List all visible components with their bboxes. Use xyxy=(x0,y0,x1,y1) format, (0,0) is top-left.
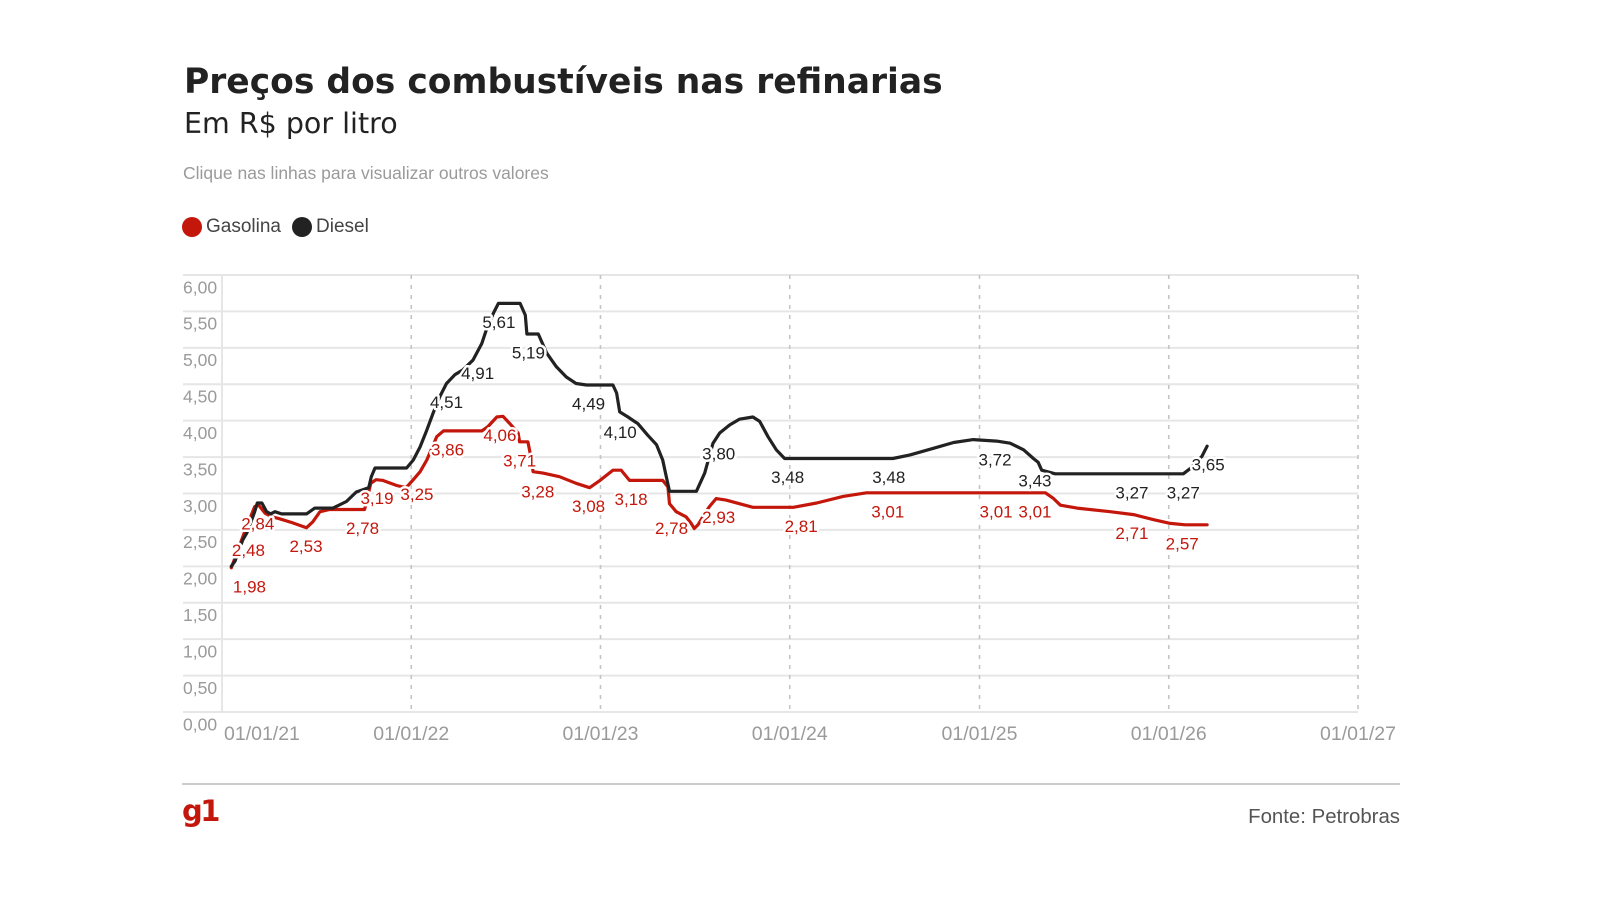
data-label-gasolina: 2,78 xyxy=(346,519,379,538)
x-tick-label: 01/01/25 xyxy=(942,723,1018,745)
y-tick-label: 3,50 xyxy=(183,459,217,479)
y-tick-label: 1,00 xyxy=(183,641,217,661)
data-label-gasolina: 2,53 xyxy=(289,537,322,556)
legend-item-diesel[interactable]: Diesel xyxy=(292,215,369,239)
data-label-gasolina: 2,57 xyxy=(1166,534,1199,553)
legend-swatch-gasolina xyxy=(182,217,202,237)
data-label-gasolina: 2,78 xyxy=(655,519,688,538)
legend-item-gasolina[interactable]: Gasolina xyxy=(182,215,281,239)
data-label-gasolina: 2,71 xyxy=(1115,524,1148,543)
legend-label-gasolina: Gasolina xyxy=(206,216,281,237)
grid-layer xyxy=(183,274,1359,713)
data-label-diesel: 3,65 xyxy=(1192,456,1225,475)
data-label-diesel: 4,49 xyxy=(572,394,605,413)
series-line-gasolina[interactable] xyxy=(229,414,1209,570)
y-tick-label: 4,00 xyxy=(183,423,217,443)
x-tick-label: 01/01/21 xyxy=(224,723,300,745)
series-line-diesel[interactable] xyxy=(229,301,1209,568)
legend-swatch-diesel xyxy=(292,217,312,237)
data-label-gasolina: 4,06 xyxy=(483,426,516,445)
x-tick-label: 01/01/24 xyxy=(752,723,828,745)
chart-subtitle: Em R$ por litro xyxy=(184,107,398,140)
x-tick-label: 01/01/23 xyxy=(563,723,639,745)
legend-label-diesel: Diesel xyxy=(316,216,369,237)
data-label-gasolina: 3,08 xyxy=(572,497,605,516)
x-tick-label: 01/01/22 xyxy=(373,723,449,745)
y-tick-label: 2,50 xyxy=(183,532,217,552)
footer-divider xyxy=(182,783,1400,785)
data-label-gasolina: 3,25 xyxy=(400,485,433,504)
data-label-diesel: 4,91 xyxy=(461,364,494,383)
data-label-gasolina: 2,48 xyxy=(232,541,265,560)
y-tick-label: 0,00 xyxy=(183,714,217,734)
y-tick-label: 4,50 xyxy=(183,387,217,407)
data-label-diesel: 3,27 xyxy=(1115,483,1148,502)
x-tick-label: 01/01/26 xyxy=(1131,723,1207,745)
source-credit: Fonte: Petrobras xyxy=(1248,806,1400,828)
data-label-gasolina: 3,18 xyxy=(615,490,648,509)
data-label-diesel: 5,19 xyxy=(512,343,545,362)
y-tick-label: 2,00 xyxy=(183,569,217,589)
data-label-diesel: 3,43 xyxy=(1018,472,1051,491)
y-tick-label: 5,50 xyxy=(183,314,217,334)
data-labels-layer: 1,98 2,48 2,84 2,53 2,78 3,19 3,25 3,86 4,06 3,71… xyxy=(229,310,1227,598)
data-label-gasolina: 3,01 xyxy=(1018,502,1051,521)
data-label-gasolina: 2,84 xyxy=(241,515,274,534)
y-tick-label: 1,50 xyxy=(183,605,217,625)
data-label-diesel: 3,72 xyxy=(979,451,1012,470)
data-label-diesel: 3,80 xyxy=(702,445,735,464)
g1-logo: g1 xyxy=(182,794,220,828)
data-label-diesel: 4,51 xyxy=(430,393,463,412)
data-label-gasolina: 3,28 xyxy=(521,483,554,502)
data-label-diesel: 3,48 xyxy=(771,468,804,487)
data-label-gasolina: 3,01 xyxy=(980,502,1013,521)
data-label-diesel: 4,10 xyxy=(604,423,637,442)
data-label-gasolina: 1,98 xyxy=(233,577,266,596)
y-tick-label: 6,00 xyxy=(183,277,217,297)
chart-title: Preços dos combustíveis nas refinarias xyxy=(184,62,943,102)
series-lines-layer xyxy=(229,301,1209,570)
y-tick-label: 5,00 xyxy=(183,350,217,370)
data-label-gasolina: 3,01 xyxy=(871,502,904,521)
legend: Gasolina Diesel xyxy=(182,215,369,239)
data-label-diesel: 5,61 xyxy=(482,313,515,332)
x-tick-label: 01/01/27 xyxy=(1320,723,1396,745)
axis-labels-layer: 0,00 0,50 1,00 1,50 2,00 2,50 3,00 3,50 4,00 4,50… xyxy=(183,277,1396,745)
data-label-gasolina: 2,93 xyxy=(702,508,735,527)
data-label-diesel: 3,48 xyxy=(872,468,905,487)
data-label-gasolina: 3,86 xyxy=(431,440,464,459)
data-label-gasolina: 2,81 xyxy=(785,517,818,536)
y-tick-label: 3,00 xyxy=(183,496,217,516)
data-label-gasolina: 3,71 xyxy=(503,451,536,470)
data-label-gasolina: 3,19 xyxy=(360,489,393,508)
instruction-note: Clique nas linhas para visualizar outros… xyxy=(183,163,549,183)
y-tick-label: 0,50 xyxy=(183,678,217,698)
data-label-diesel: 3,27 xyxy=(1167,483,1200,502)
